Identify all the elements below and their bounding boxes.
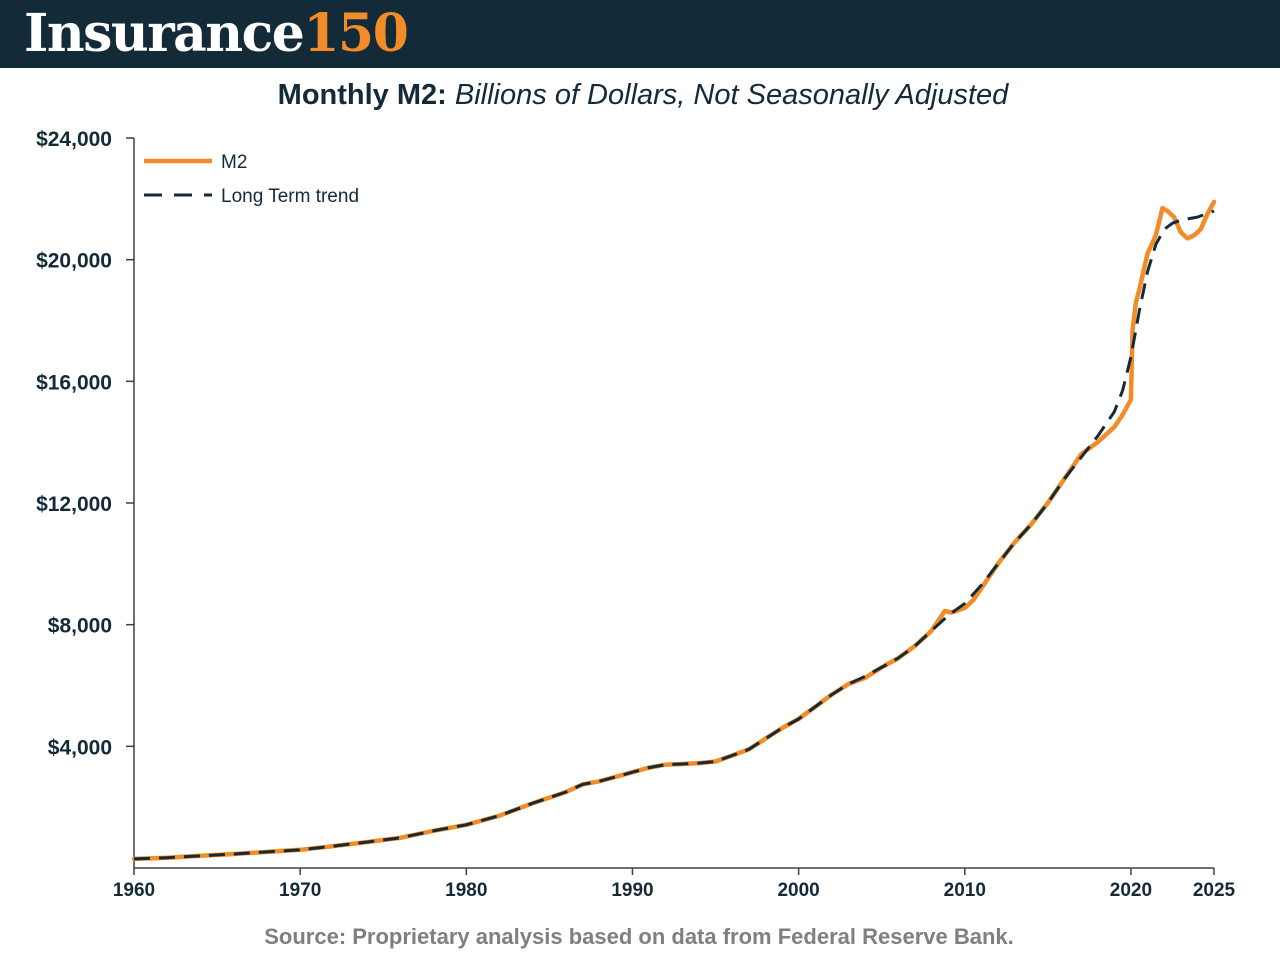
y-tick-label: $8,000 xyxy=(48,615,112,638)
source-note: Source: Proprietary analysis based on da… xyxy=(264,924,1014,949)
header-bar: Insurance150 xyxy=(0,0,1280,68)
chart-title-bold: Monthly M2: xyxy=(277,79,447,111)
y-tick-label: $16,000 xyxy=(36,371,112,394)
chart-title-italic: Billions of Dollars, Not Seasonally Adju… xyxy=(454,79,1009,111)
y-tick-label: $4,000 xyxy=(48,736,112,759)
x-tick-label: 1990 xyxy=(611,880,653,901)
legend-label: M2 xyxy=(221,152,247,173)
legend-label: Long Term trend xyxy=(221,186,359,207)
x-tick-label: 1960 xyxy=(113,880,155,901)
brand-logo: Insurance150 xyxy=(24,3,409,64)
x-tick-label: 2025 xyxy=(1193,880,1236,901)
y-tick-label: $24,000 xyxy=(36,128,112,151)
brand-logo-part1: Insurance xyxy=(24,3,305,64)
x-tick-label: 1970 xyxy=(279,880,321,901)
series-line-m2 xyxy=(131,199,1217,862)
series-line-long-term-trend xyxy=(133,209,1215,861)
x-tick-label: 2010 xyxy=(944,880,986,901)
x-tick-label: 2020 xyxy=(1110,880,1152,901)
x-tick-label: 2000 xyxy=(777,880,819,901)
brand-logo-part2: 150 xyxy=(303,3,409,64)
x-tick-label: 1980 xyxy=(445,880,487,901)
y-tick-label: $20,000 xyxy=(36,250,112,273)
y-tick-label: $12,000 xyxy=(36,493,112,516)
chart-title: Monthly M2: Billions of Dollars, Not Sea… xyxy=(0,76,1280,114)
